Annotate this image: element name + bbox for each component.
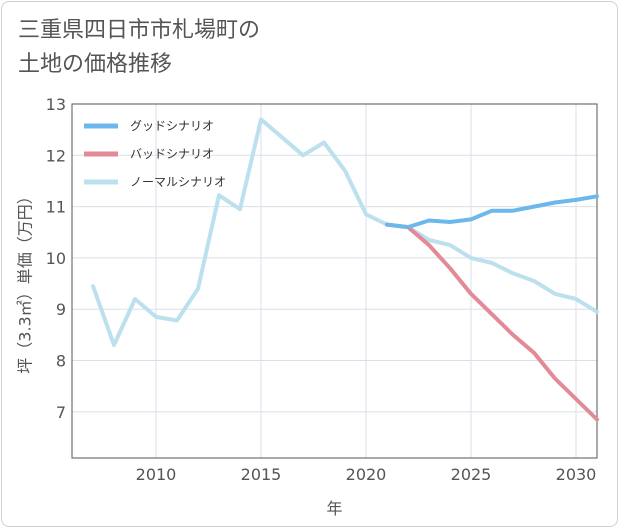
- x-axis-label: 年: [326, 499, 342, 518]
- y-tick-label: 8: [56, 352, 66, 371]
- x-tick-label: 2015: [241, 465, 282, 484]
- series-line-3: [91, 117, 599, 348]
- chart-title: 三重県四日市市札場町の 土地の価格推移: [18, 18, 261, 77]
- x-tick-label: 2025: [451, 465, 492, 484]
- x-tick-label: 2010: [136, 465, 177, 484]
- legend-label: バッドシナリオ: [130, 147, 214, 161]
- series-line-1: [385, 194, 599, 230]
- y-tick-label: 12: [46, 146, 66, 165]
- y-tick-label: 13: [46, 95, 66, 114]
- series-line-2: [385, 222, 599, 422]
- legend-label: ノーマルシナリオ: [130, 175, 226, 189]
- y-tick-label: 11: [46, 198, 66, 217]
- plot-frame: [71, 103, 598, 459]
- series-layer: [91, 117, 599, 422]
- x-tick-label: 2020: [346, 465, 387, 484]
- y-axis-label: 坪（3.3㎡）単価（万円）: [16, 188, 35, 373]
- y-tick-label: 10: [46, 249, 66, 268]
- tick-labels: 2010 2015 2020 2025 2030 7 8 9 10 11 12 13: [46, 95, 597, 484]
- y-tick-label: 9: [56, 300, 66, 319]
- legend-label: グッドシナリオ: [130, 119, 214, 133]
- x-tick-label: 2030: [556, 465, 597, 484]
- y-tick-label: 7: [56, 403, 66, 422]
